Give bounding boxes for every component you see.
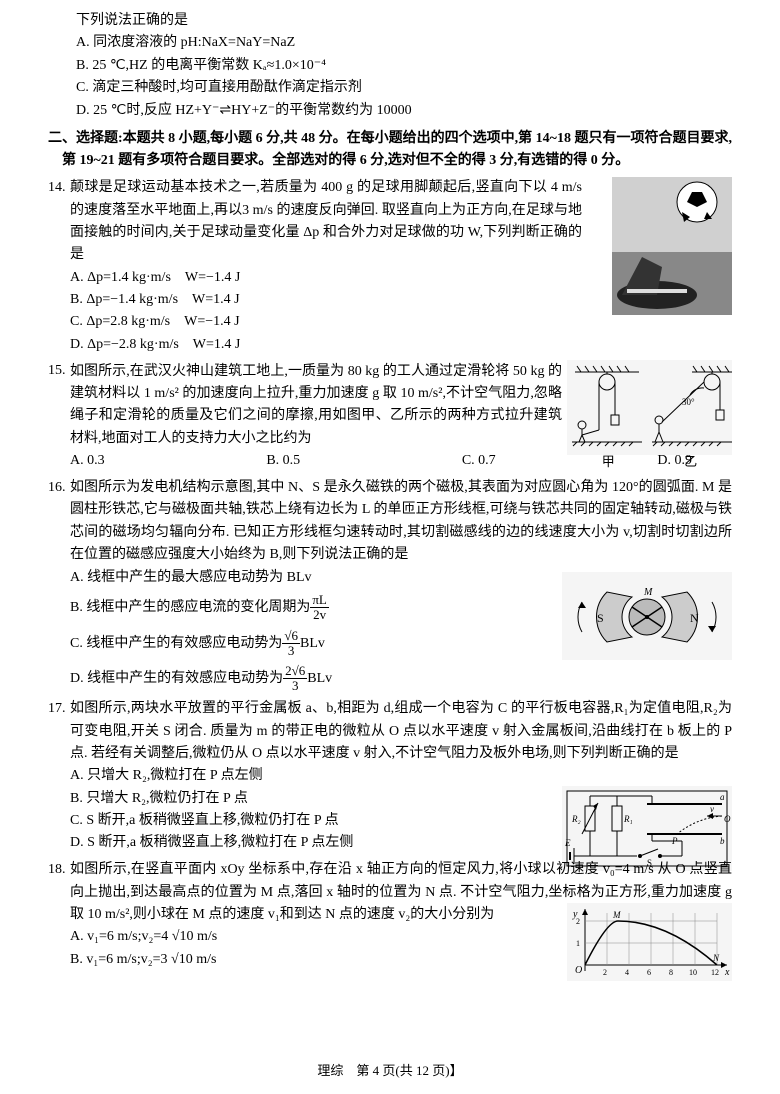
q17-opt-d: D. S 断开,a 板稍微竖直上移,微粒打在 P 点左侧: [70, 832, 552, 854]
svg-text:R₂: R₂: [571, 814, 581, 824]
q17-opt-c: C. S 断开,a 板稍微竖直上移,微粒仍打在 P 点: [70, 810, 552, 832]
q18-figure: y x O 2 4 6 8 10: [567, 903, 732, 981]
q18-opt-b: B. v₁=6 m/s;v₂=3 √10 m/s: [70, 949, 552, 971]
section-2-header: 二、选择题:本题共 8 小题,每小题 6 分,共 48 分。在每小题给出的四个选…: [48, 128, 732, 173]
q17-number: 17.: [48, 701, 66, 716]
q15-caption-2: 乙: [684, 452, 697, 473]
q14-opt-c: C. Δp=2.8 kg·m/s W=−1.4 J: [70, 311, 732, 333]
q14-opt-d: D. Δp=−2.8 kg·m/s W=1.4 J: [70, 334, 732, 356]
svg-text:8: 8: [669, 968, 673, 977]
svg-text:M: M: [612, 910, 621, 920]
preceding-question-options: 下列说法正确的是 A. 同浓度溶液的 pH:NaX=NaY=NaZ B. 25 …: [48, 10, 732, 122]
svg-text:v: v: [710, 804, 714, 814]
question-15: 15. 如图所示,在武汉火神山建筑工地上,一质量为 80 kg 的工人通过定滑轮…: [48, 360, 732, 472]
svg-text:1: 1: [576, 939, 580, 948]
q16-opt-a: A. 线框中产生的最大感应电动势为 BLv: [70, 567, 552, 589]
q18-number: 18.: [48, 862, 66, 877]
q18-opt-a: A. v₁=6 m/s;v₂=4 √10 m/s: [70, 926, 552, 948]
q16-text: 如图所示为发电机结构示意图,其中 N、S 是永久磁铁的两个磁极,其表面为对应圆心…: [70, 477, 732, 567]
q17-opt-a: A. 只增大 R₂,微粒打在 P 点左侧: [70, 765, 552, 787]
q15-opt-a: A. 0.3: [70, 450, 105, 472]
q15-number: 15.: [48, 363, 66, 378]
q14-figure: [612, 177, 732, 315]
q16-figure: S N M: [562, 572, 732, 660]
page-footer: 理综 第 4 页(共 12 页)】: [0, 1061, 780, 1082]
q17-opt-b: B. 只增大 R₂,微粒仍打在 P 点: [70, 788, 552, 810]
q17-text: 如图所示,两块水平放置的平行金属板 a、b,相距为 d,组成一个电容为 C 的平…: [70, 698, 732, 765]
svg-text:12: 12: [711, 968, 719, 977]
question-18: 18. 如图所示,在竖直平面内 xOy 坐标系中,存在沿 x 轴正方向的恒定风力…: [48, 859, 732, 971]
svg-text:O: O: [724, 814, 731, 824]
q16-number: 16.: [48, 480, 66, 495]
pre-opt-c: C. 滴定三种酸时,均可直接用酚酞作滴定指示剂: [76, 77, 732, 99]
svg-text:2: 2: [603, 968, 607, 977]
svg-text:S: S: [597, 611, 604, 625]
q16-opt-c: C. 线框中产生的有效感应电动势为√63BLv: [70, 629, 552, 659]
pre-opt-a: A. 同浓度溶液的 pH:NaX=NaY=NaZ: [76, 32, 732, 54]
svg-text:30°: 30°: [682, 397, 695, 407]
q14-number: 14.: [48, 180, 66, 195]
pre-lead: 下列说法正确的是: [76, 10, 732, 32]
q16-opt-b: B. 线框中产生的感应电流的变化周期为πL2v: [70, 593, 552, 623]
question-16: 16. 如图所示为发电机结构示意图,其中 N、S 是永久磁铁的两个磁极,其表面为…: [48, 477, 732, 694]
svg-text:M: M: [643, 587, 653, 598]
svg-text:O: O: [575, 965, 582, 976]
svg-text:6: 6: [647, 968, 651, 977]
q15-captions: 甲 乙: [567, 452, 732, 473]
question-14: 14. 颠球是足球运动基本技术之一,若质量为 400 g 的足球用脚颠起后,竖直…: [48, 177, 732, 357]
q15-caption-1: 甲: [602, 452, 615, 473]
svg-text:N: N: [690, 611, 699, 625]
pre-opt-d: D. 25 ℃时,反应 HZ+Y⁻⇌HY+Z⁻的平衡常数约为 10000: [76, 100, 732, 122]
q15-opt-b: B. 0.5: [266, 450, 300, 472]
pre-opt-b: B. 25 ℃,HZ 的电离平衡常数 Kₐ≈1.0×10⁻⁴: [76, 55, 732, 77]
question-17: 17. 如图所示,两块水平放置的平行金属板 a、b,相距为 d,组成一个电容为 …: [48, 698, 732, 855]
q15-opt-c: C. 0.7: [462, 450, 496, 472]
svg-text:4: 4: [625, 968, 629, 977]
svg-text:x: x: [724, 967, 730, 978]
svg-text:a: a: [720, 792, 725, 802]
svg-text:R₁: R₁: [623, 814, 633, 824]
svg-text:10: 10: [689, 968, 697, 977]
q15-figure: 30°: [567, 360, 732, 455]
svg-text:2: 2: [576, 917, 580, 926]
svg-text:N: N: [712, 953, 720, 963]
svg-text:b: b: [720, 836, 725, 846]
svg-text:E: E: [564, 838, 571, 848]
q16-opt-d: D. 线框中产生的有效感应电动势为2√63BLv: [70, 664, 552, 694]
